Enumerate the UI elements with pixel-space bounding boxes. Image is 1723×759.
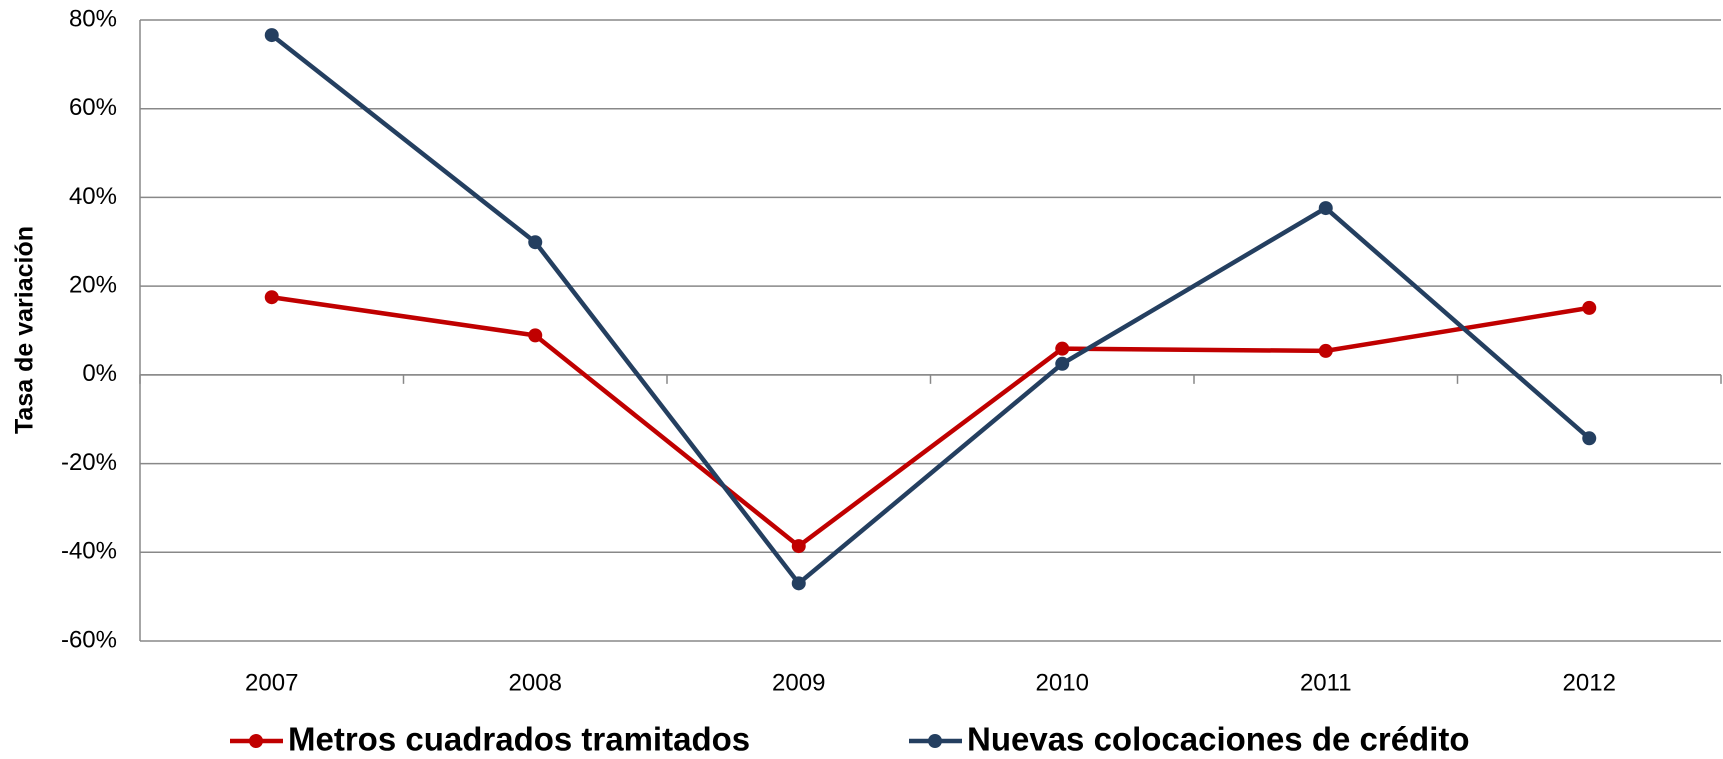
data-point	[1318, 343, 1333, 358]
y-tick-label: 80%	[69, 5, 117, 32]
y-tick-label: -40%	[61, 538, 117, 565]
series-line	[270, 33, 1591, 587]
data-point	[1055, 356, 1070, 371]
y-tick-label: -60%	[61, 626, 117, 653]
x-tick-label: 2007	[245, 669, 298, 696]
data-point	[264, 290, 279, 305]
y-tick-label: -20%	[61, 449, 117, 476]
data-point	[1582, 431, 1597, 446]
legend-label: Metros cuadrados tramitados	[288, 721, 750, 758]
legend-label: Nuevas colocaciones de crédito	[967, 721, 1470, 758]
data-point	[1055, 341, 1070, 356]
series-line	[271, 295, 1590, 549]
legend-marker	[928, 734, 942, 748]
legend-marker	[249, 734, 263, 748]
data-point	[528, 328, 543, 343]
data-point	[791, 576, 806, 591]
x-tick-label: 2012	[1563, 669, 1616, 696]
data-point	[1582, 300, 1597, 315]
y-tick-label: 40%	[69, 183, 117, 210]
data-point	[791, 539, 806, 554]
x-tick-label: 2008	[509, 669, 562, 696]
y-tick-label: 0%	[82, 360, 117, 387]
data-point	[264, 28, 279, 43]
y-tick-label: 20%	[69, 271, 117, 298]
x-tick-label: 2009	[772, 669, 825, 696]
x-tick-label: 2011	[1300, 669, 1352, 696]
y-tick-label: 60%	[69, 94, 117, 121]
data-point	[1318, 201, 1333, 216]
x-tick-label: 2010	[1036, 669, 1089, 696]
data-point	[528, 235, 543, 250]
y-axis-title: Tasa de variación	[11, 226, 39, 434]
